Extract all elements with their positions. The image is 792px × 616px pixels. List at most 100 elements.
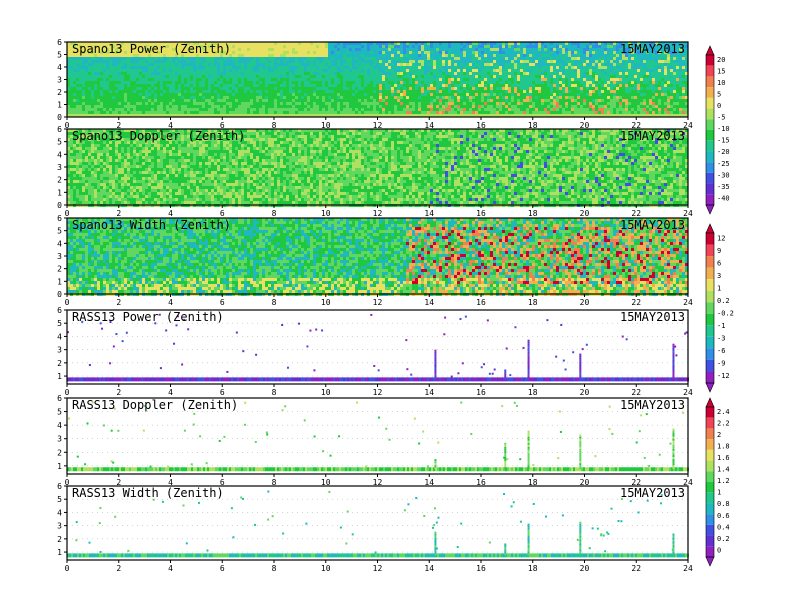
heatmap-cell [286,111,289,114]
heatmap-cell [496,96,499,99]
heatmap-cell [661,99,664,102]
heatmap-cell [169,60,172,63]
heatmap-cell [406,63,409,66]
heatmap-cell [364,78,367,81]
heatmap-cell [565,54,568,57]
heatmap-cell [475,72,478,75]
heatmap-cell [343,111,346,114]
heatmap-cell [79,72,82,75]
heatmap-cell [631,63,634,66]
heatmap-cell [460,81,463,84]
heatmap-cell [322,60,325,63]
heatmap-cell [496,102,499,105]
heatmap-cell [562,93,565,96]
heatmap-cell [415,105,418,108]
heatmap-cell [358,72,361,75]
heatmap-cell [658,60,661,63]
heatmap-cell [349,96,352,99]
heatmap-cell [103,105,106,108]
heatmap-cell [100,78,103,81]
heatmap-cell [433,57,436,60]
heatmap-cell [133,108,136,111]
heatmap-cell [211,60,214,63]
heatmap-cell [385,93,388,96]
heatmap-cell [202,84,205,87]
heatmap-cell [355,81,358,84]
heatmap-cell [418,51,421,54]
heatmap-cell [355,78,358,81]
heatmap-cell [520,111,523,114]
heatmap-cell [364,87,367,90]
heatmap-cell [127,57,130,60]
heatmap-cell [424,102,427,105]
heatmap-cell [127,84,130,87]
heatmap-cell [370,102,373,105]
heatmap-cell [199,84,202,87]
heatmap-cell [88,60,91,63]
heatmap-cell [70,81,73,84]
heatmap-cell [643,69,646,72]
heatmap-cell [487,105,490,108]
heatmap-cell [136,84,139,87]
heatmap-cell [220,60,223,63]
heatmap-cell [397,90,400,93]
heatmap-cell [151,81,154,84]
heatmap-cell [250,66,253,69]
heatmap-cell [166,102,169,105]
heatmap-cell [223,63,226,66]
heatmap-cell [592,69,595,72]
heatmap-cell [406,102,409,105]
heatmap-cell [166,99,169,102]
heatmap-cell [274,90,277,93]
heatmap-cell [184,90,187,93]
heatmap-cell [202,72,205,75]
heatmap-cell [196,78,199,81]
heatmap-cell [526,96,529,99]
heatmap-cell [301,84,304,87]
heatmap-cell [316,66,319,69]
heatmap-cell [481,54,484,57]
heatmap-cell [565,66,568,69]
heatmap-cell [478,45,481,48]
heatmap-cell [232,63,235,66]
heatmap-cell [448,84,451,87]
heatmap-cell [268,57,271,60]
heatmap-cell [274,69,277,72]
heatmap-cell [187,108,190,111]
heatmap-cell [310,99,313,102]
heatmap-cell [148,78,151,81]
heatmap-cell [133,78,136,81]
heatmap-cell [241,78,244,81]
heatmap-cell [301,99,304,102]
heatmap-cell [442,93,445,96]
heatmap-cell [148,108,151,111]
heatmap-cell [493,54,496,57]
heatmap-cell [424,90,427,93]
heatmap-cell [304,66,307,69]
heatmap-cell [109,75,112,78]
heatmap-cell [352,87,355,90]
heatmap-cell [637,111,640,114]
heatmap-cell [151,108,154,111]
heatmap-cell [259,105,262,108]
heatmap-cell [166,81,169,84]
heatmap-cell [460,60,463,63]
heatmap-cell [574,96,577,99]
heatmap-cell [199,90,202,93]
heatmap-cell [214,84,217,87]
heatmap-cell [172,105,175,108]
heatmap-cell [466,54,469,57]
heatmap-cell [607,99,610,102]
heatmap-cell [247,105,250,108]
heatmap-cell [211,57,214,60]
heatmap-cell [637,93,640,96]
heatmap-cell [361,51,364,54]
heatmap-cell [328,54,331,57]
heatmap-cell [178,57,181,60]
heatmap-cell [481,66,484,69]
heatmap-cell [127,105,130,108]
heatmap-cell [418,54,421,57]
heatmap-cell [598,54,601,57]
heatmap-cell [649,81,652,84]
heatmap-cell [286,60,289,63]
